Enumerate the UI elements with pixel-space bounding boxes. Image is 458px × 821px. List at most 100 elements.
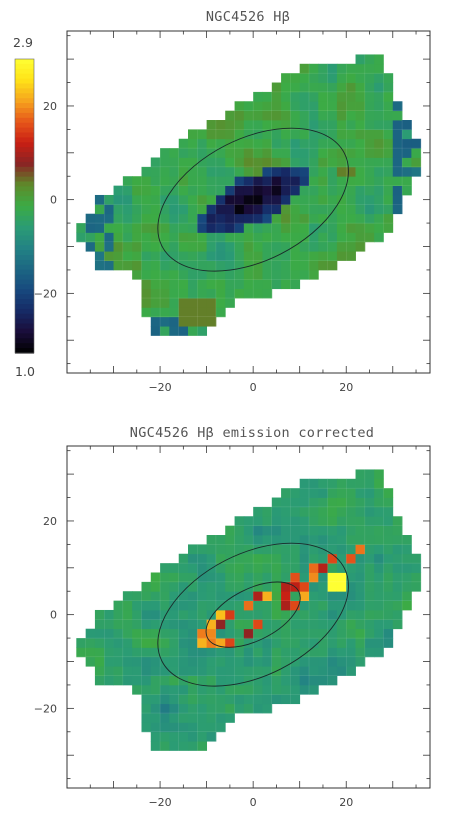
heatmap-cell <box>299 185 310 196</box>
heatmap-cell <box>197 185 208 196</box>
heatmap-cell <box>402 553 412 564</box>
heatmap-cell <box>346 506 356 517</box>
heatmap-cell <box>253 703 263 714</box>
heatmap-cell <box>215 166 226 177</box>
heatmap-cell <box>299 628 310 639</box>
heatmap-cell <box>188 572 198 583</box>
heatmap-cell <box>178 572 189 583</box>
heatmap-cell <box>271 232 282 243</box>
heatmap-cell <box>262 525 273 536</box>
heatmap-cell <box>374 563 384 573</box>
heatmap-cell <box>113 619 124 630</box>
heatmap-cell <box>374 478 384 489</box>
heatmap-cell <box>383 157 394 168</box>
colorbar-swatch <box>15 166 34 173</box>
heatmap-cell <box>318 581 329 592</box>
heatmap-cell <box>85 223 96 233</box>
panel-hbeta-emission-corrected: NGC4526 Hβ emission corrected −20 0 20 −20 0… <box>34 425 431 809</box>
heatmap-cell <box>290 241 301 252</box>
heatmap-cell <box>346 82 356 93</box>
heatmap-cell <box>215 260 226 271</box>
heatmap-cell <box>197 572 208 583</box>
heatmap-cell <box>160 713 170 723</box>
colorbar-swatch <box>15 176 34 183</box>
heatmap-cell <box>402 166 412 177</box>
heatmap-cell <box>392 166 403 177</box>
heatmap-cell <box>374 469 384 480</box>
heatmap-cell <box>188 628 198 639</box>
heatmap-cell <box>160 279 170 290</box>
heatmap-cell <box>318 572 329 583</box>
colorbar-swatch <box>15 269 34 276</box>
heatmap-cell <box>113 251 124 261</box>
heatmap-cell <box>290 600 301 611</box>
heatmap-cell <box>150 260 161 271</box>
heatmap-cell <box>309 553 319 564</box>
colorbar-swatch <box>15 220 34 227</box>
heatmap-cell <box>85 647 96 658</box>
heatmap-cell <box>206 279 217 290</box>
axis-ticks: −20 0 20 −20 0 20 <box>34 446 430 809</box>
heatmap-cell <box>169 638 180 648</box>
heatmap-cell <box>215 204 226 215</box>
heatmap-cell <box>215 223 226 233</box>
heatmap-cell <box>141 647 152 658</box>
heatmap-cell <box>150 269 161 280</box>
heatmap-cell <box>383 185 394 196</box>
heatmap-cell <box>318 525 329 536</box>
heatmap-cell <box>374 148 384 158</box>
heatmap-cell <box>309 609 319 620</box>
colorbar-swatch <box>15 191 34 197</box>
colorbar-swatch <box>15 245 34 251</box>
heatmap-cell <box>150 694 161 705</box>
heatmap-cell <box>160 609 170 620</box>
heatmap-cell <box>318 656 329 667</box>
heatmap-cell <box>271 535 282 545</box>
heatmap-cell <box>150 194 161 205</box>
heatmap-cell <box>234 619 245 630</box>
heatmap-cell <box>160 591 170 601</box>
heatmap-cell <box>197 703 208 714</box>
colorbar-swatch <box>15 250 34 256</box>
heatmap-cell <box>169 731 180 742</box>
heatmap-cell <box>346 516 356 527</box>
heatmap-cell <box>215 176 226 186</box>
heatmap-cell <box>197 166 208 177</box>
heatmap-cell <box>392 120 403 130</box>
heatmap-cell <box>346 553 356 564</box>
heatmap-cell <box>104 619 114 630</box>
heatmap-cell <box>309 497 319 508</box>
heatmap-cell <box>383 101 394 112</box>
heatmap-cell <box>281 638 291 648</box>
colorbar-swatch <box>15 83 34 89</box>
heatmap-cell <box>234 684 245 695</box>
heatmap-cell <box>299 516 310 527</box>
heatmap-cell <box>262 656 273 667</box>
heatmap-cell <box>327 666 338 676</box>
heatmap-cell <box>290 525 301 536</box>
heatmap-cell <box>141 628 152 639</box>
heatmap-cell <box>150 185 161 196</box>
heatmap-cell <box>355 628 366 639</box>
heatmap-cell <box>169 279 180 290</box>
heatmap-cell <box>392 110 403 121</box>
heatmap-cell <box>262 110 273 121</box>
heatmap-cell <box>243 176 254 186</box>
heatmap-cell <box>206 722 217 733</box>
heatmap-cell <box>355 488 366 498</box>
heatmap-cell <box>225 684 235 695</box>
heatmap-cell <box>215 638 226 648</box>
heatmap-cell <box>150 157 161 168</box>
heatmap-cell <box>132 666 142 676</box>
heatmap-cell <box>188 619 198 630</box>
heatmap-cell <box>215 609 226 620</box>
heatmap-cell <box>141 638 152 648</box>
heatmap-cell <box>253 675 263 686</box>
y-tick-label: 20 <box>43 515 57 528</box>
heatmap-cell <box>197 307 208 318</box>
heatmap-cell <box>355 535 366 545</box>
heatmap-cell <box>85 232 96 243</box>
heatmap-cell <box>346 609 356 620</box>
heatmap-cell <box>113 628 124 639</box>
heatmap-cell <box>318 63 329 74</box>
